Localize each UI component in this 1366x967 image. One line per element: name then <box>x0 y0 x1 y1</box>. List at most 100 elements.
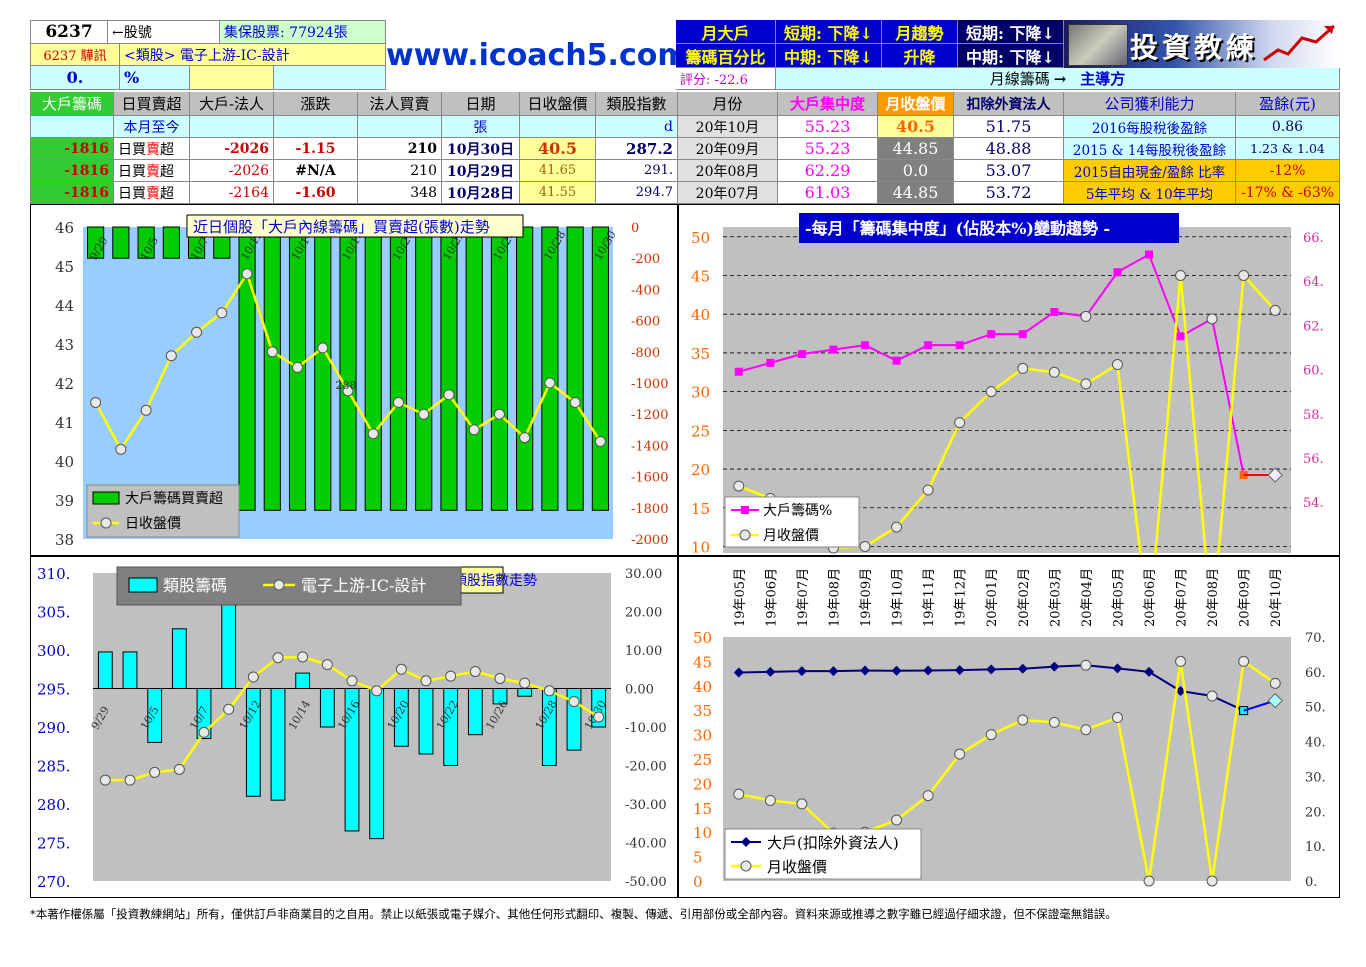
point-industry-index <box>124 774 136 786</box>
left-tick-label: 275. <box>37 835 70 853</box>
row-eps: 0.86 <box>1236 116 1340 138</box>
bar-chip <box>263 226 281 511</box>
row-eps: -12% <box>1236 160 1340 182</box>
left-tick-label: 15 <box>691 500 710 518</box>
point-month-close <box>1048 366 1060 378</box>
sub-d: d <box>596 116 678 138</box>
point-industry-index <box>198 726 210 738</box>
chart-daily-chip: 38 39 40 41 42 43 44 45 46 0 -200 -400 -600 -800 -1000… <box>55 214 668 549</box>
x-tick-label: 19年05月 <box>733 568 748 627</box>
x-tick-label: 20年09月 <box>1238 568 1253 627</box>
bar-chip <box>541 226 559 511</box>
header-block: 6237 ←股號 集保股票: 77924張 6237 驊訊 <類股> 電子上游-… <box>30 20 1340 92</box>
left-tick-label: 40 <box>693 678 712 696</box>
chart-monthly-concentration: 10 15 20 25 30 35 40 45 50 54. 56. 58. 60. 62. 64. 66. -… <box>691 213 1324 630</box>
point-concentration <box>1080 310 1092 322</box>
bar-industry <box>319 688 335 728</box>
col-header-concentration: 大戶集中度 <box>778 92 878 116</box>
left-tick-label: 38 <box>55 531 74 549</box>
point-ex-foreign <box>1206 690 1218 702</box>
right-tick-label: -600 <box>631 315 660 330</box>
left-tick-label: 20 <box>693 775 712 793</box>
left-tick-label: 280. <box>37 796 70 814</box>
row-month-close: 0.0 <box>878 160 954 182</box>
left-tick-label: 35 <box>693 702 712 720</box>
bar-chip <box>87 226 105 259</box>
left-tick-label: 41 <box>55 414 74 432</box>
right-tick-label: -2000 <box>631 533 668 548</box>
point-month-close <box>891 814 903 826</box>
point-month-close <box>1017 362 1029 374</box>
right-tick-label: 20.00 <box>625 606 662 621</box>
row-daily-label: 日買賣超 <box>114 160 190 182</box>
bar-chip <box>440 226 458 511</box>
legend-line2-marker <box>739 529 751 541</box>
row-daily-label: 日買賣超 <box>114 138 190 160</box>
bar-chip <box>516 226 534 511</box>
site-url[interactable]: www.icoach5.com <box>386 38 689 73</box>
right-tick-label: 62. <box>1303 319 1324 334</box>
left-tick-label: 39 <box>55 492 74 510</box>
row-month: 20年09月 <box>678 138 778 160</box>
bar-chip <box>364 226 382 511</box>
row-big-inst: -2026 <box>190 138 274 160</box>
bar-industry <box>196 688 212 740</box>
chip-lead: 主導方 <box>1080 70 1126 88</box>
col-header-inst: 法人買賣 <box>358 92 442 116</box>
row-month: 20年08月 <box>678 160 778 182</box>
legend-bar-label: 類股籌碼 <box>163 576 227 595</box>
bar-chip <box>415 226 433 511</box>
right-tick-label: 54. <box>1303 496 1324 511</box>
right-tick-label: 60. <box>1303 364 1324 379</box>
right-tick-label: 56. <box>1303 452 1324 467</box>
chart-title: 類股指數走勢 <box>453 573 537 589</box>
short-term-1: 短期: 下降↓ <box>776 20 882 44</box>
point-month-close <box>922 484 934 496</box>
x-tick-label: 19年11月 <box>922 568 937 627</box>
point-industry-index <box>395 663 407 675</box>
point-close-price <box>165 350 177 362</box>
x-tick-label: 20年08月 <box>1206 568 1221 627</box>
industry: <類股> 電子上游-IC-設計 <box>120 44 386 66</box>
label-over: 超 <box>160 141 174 158</box>
col-header-month-close: 月收盤價 <box>878 92 954 116</box>
label-sell: 賣 <box>146 163 160 180</box>
label-buy: 日買 <box>118 185 146 202</box>
point-concentration <box>829 345 838 354</box>
chart-title: -每月「籌碼集中度」(佔股本%)變動趨勢 - <box>805 219 1110 238</box>
sub-unit: 張 <box>442 116 520 138</box>
row-profit-desc: 2016每股稅後盈餘 <box>1064 116 1236 138</box>
point-industry-index <box>469 666 481 678</box>
legend-line1-label: 大戶籌碼% <box>763 503 832 519</box>
left-tick-label: 25 <box>691 422 710 440</box>
point-close-price <box>216 307 228 319</box>
point-ex-foreign <box>1144 666 1154 677</box>
logo-chart-icon <box>1263 24 1335 62</box>
x-tick-label: 20年04月 <box>1080 568 1095 627</box>
bar-industry <box>97 651 113 690</box>
right-tick-label: -1800 <box>631 502 668 517</box>
label-sell: 賣 <box>146 141 160 158</box>
mid-term-1: 中期: 下降↓ <box>776 44 882 68</box>
point-ex-foreign <box>954 665 965 676</box>
monthly-trend2: 升降 <box>882 44 958 68</box>
row-concentration: 55.23 <box>778 138 878 160</box>
right-tick-label: -1200 <box>631 408 668 423</box>
left-tick-label: 20 <box>691 461 710 479</box>
label-over: 超 <box>160 163 174 180</box>
x-tick-label: 19年12月 <box>954 568 969 627</box>
left-tick-label: 40 <box>55 453 74 471</box>
col-header-month: 月份 <box>678 92 778 116</box>
row-month-close: 40.5 <box>878 116 954 138</box>
bar-industry <box>147 688 163 743</box>
left-tick-label: 45 <box>691 267 710 285</box>
point-month-close <box>891 521 903 533</box>
logo-photo <box>1068 24 1128 66</box>
row-ex-foreign: 53.07 <box>954 160 1064 182</box>
left-tick-label: 30 <box>691 384 710 402</box>
chart-title-box <box>799 213 1179 243</box>
point-industry-index <box>297 651 309 663</box>
row-ex-foreign: 51.75 <box>954 116 1064 138</box>
point-close-price <box>443 389 455 401</box>
left-tick-label: 30 <box>693 727 712 745</box>
